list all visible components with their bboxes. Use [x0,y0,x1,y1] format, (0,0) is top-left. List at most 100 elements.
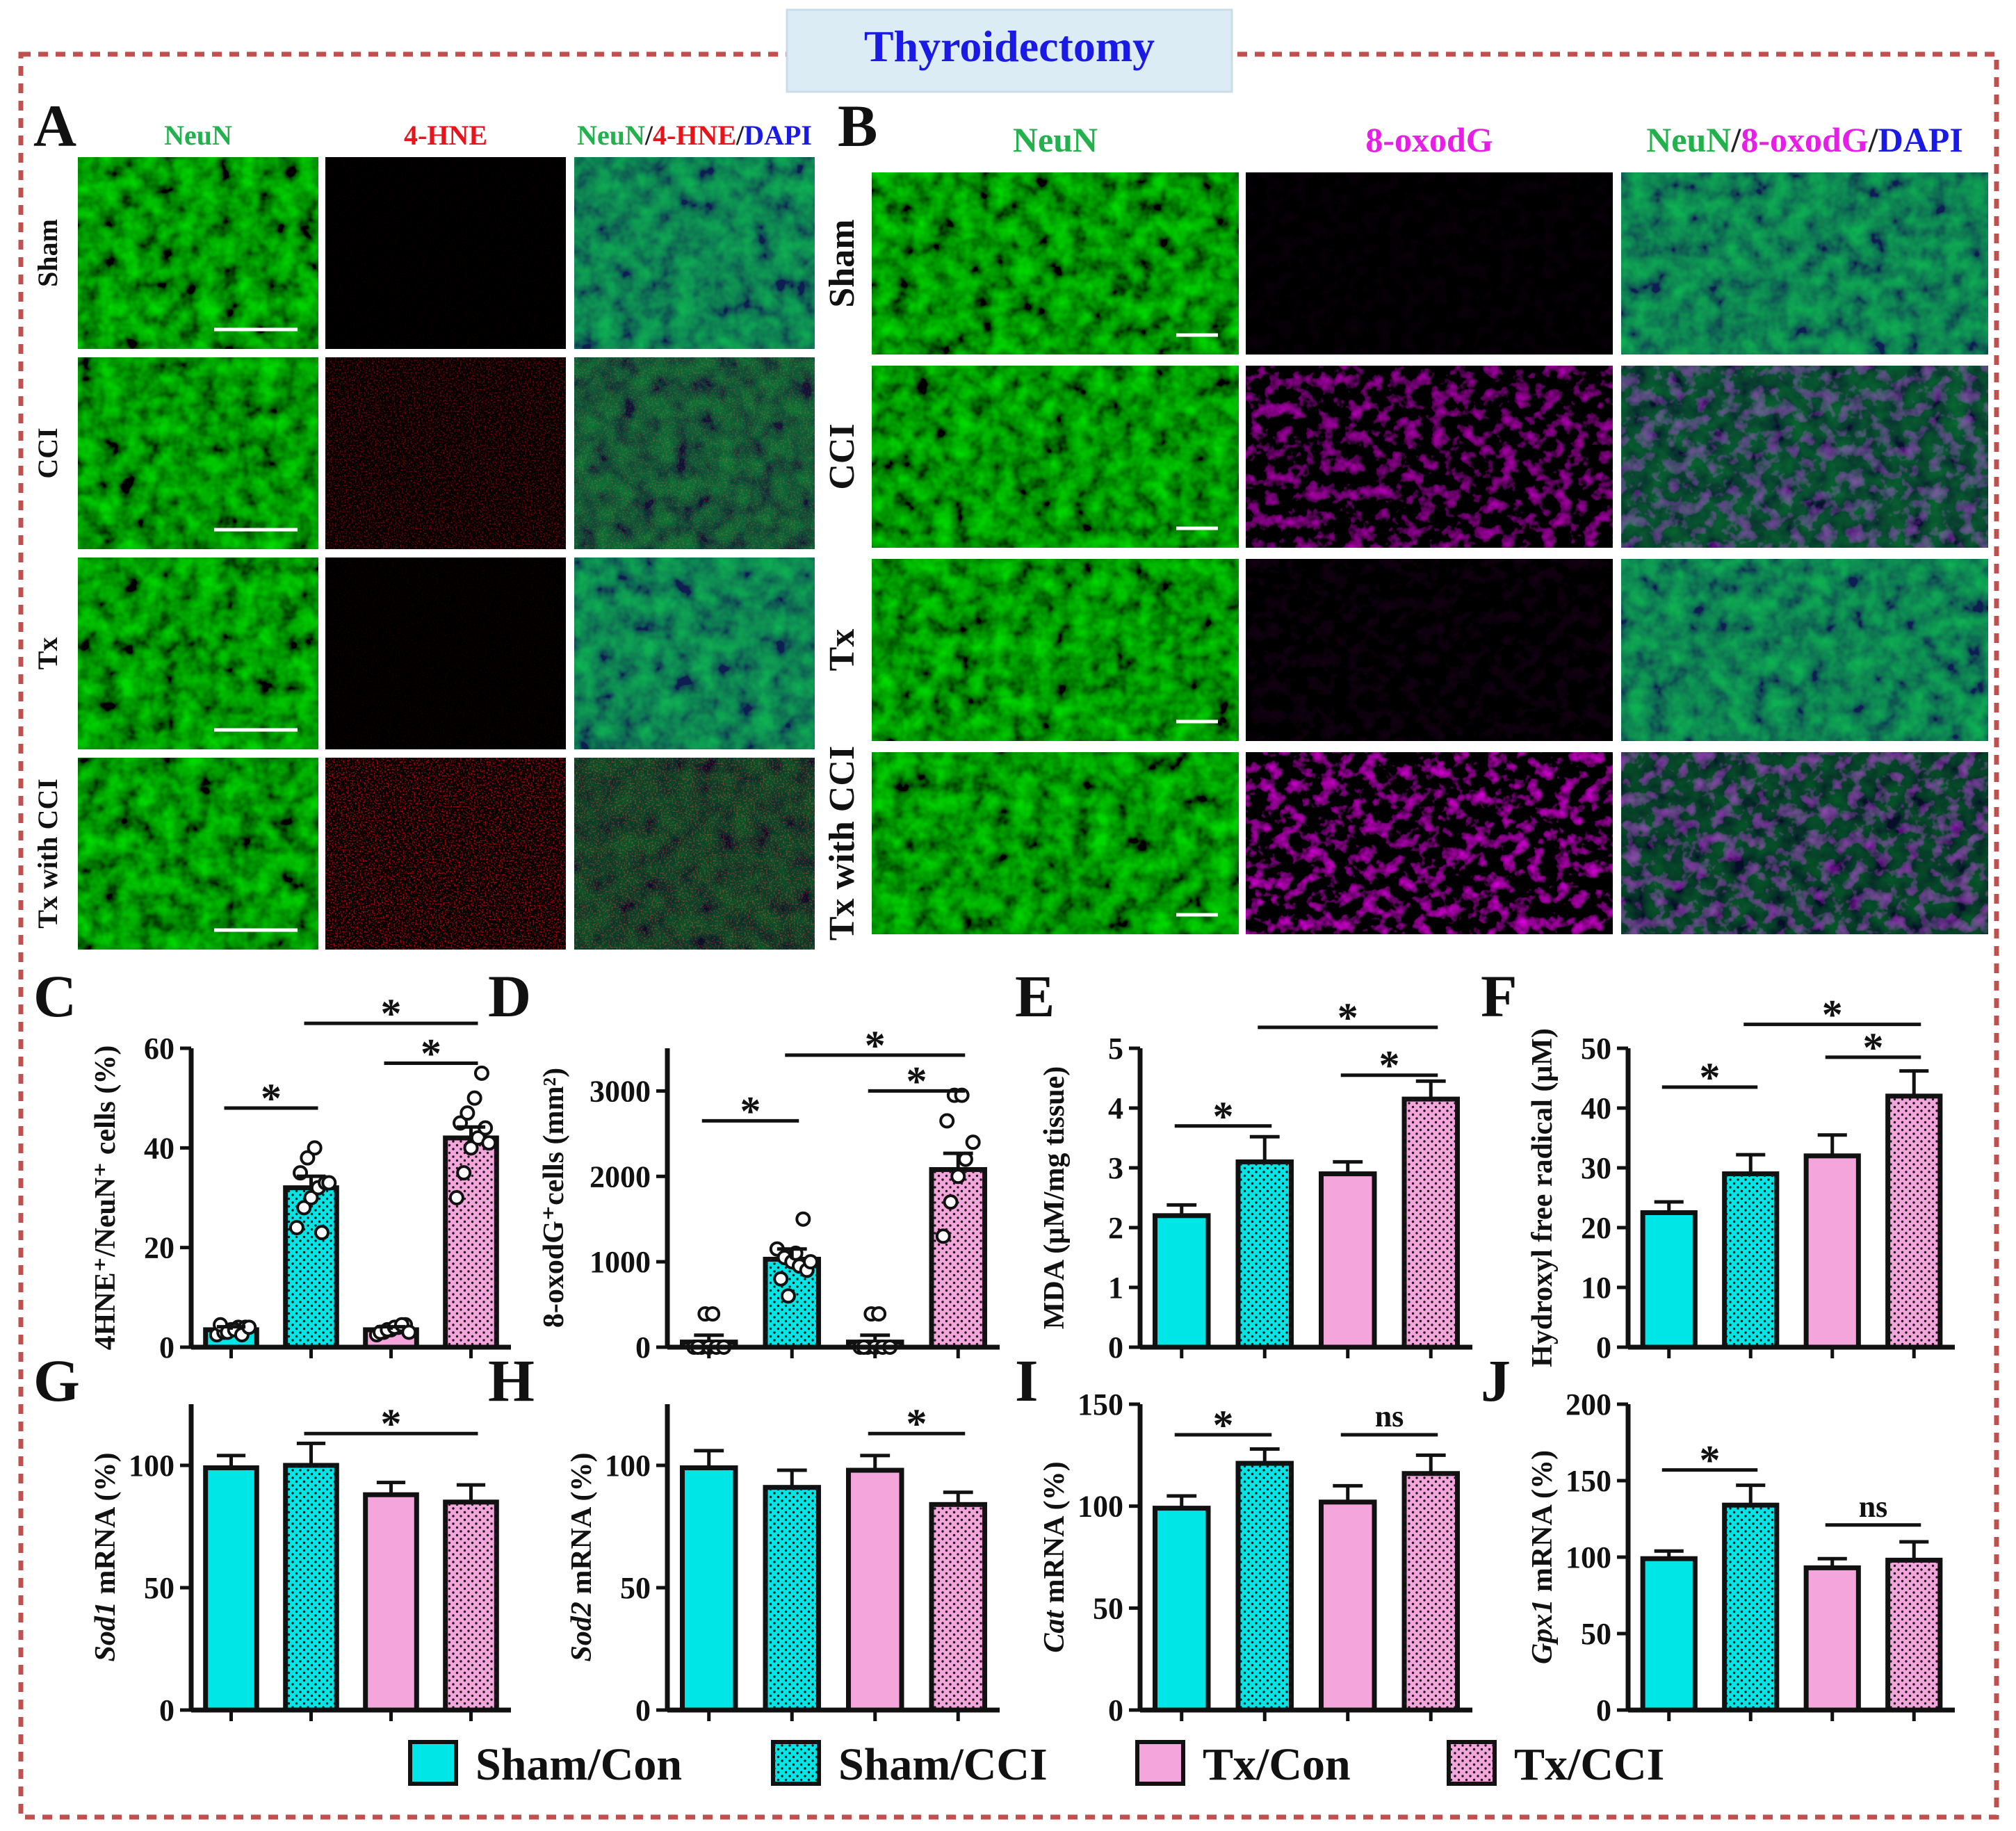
data-point [939,1113,955,1129]
data-point [773,1271,789,1287]
micrograph-a-r2-hne [325,558,566,749]
panel-b-row-label-1: CCI [822,423,862,489]
neun-signal [872,559,1239,741]
panel-a-row-label-3: Tx with CCI [32,779,63,929]
dapi-overlay [574,157,815,349]
header-part: / [735,120,745,151]
micrograph-b-r2-merge [1621,559,1988,741]
y-tick-label: 200 [1566,1388,1611,1422]
data-point [803,1254,819,1270]
bar-tx-con [1319,1171,1377,1350]
legend-item-1: Sham/CCI [771,1739,1048,1790]
merge-signal [574,758,815,950]
data-point [401,1324,417,1340]
data-point [871,1306,887,1322]
legend-label: Sham/Con [475,1739,682,1790]
panel-letter-b: B [838,92,877,159]
merge-signal [574,357,815,549]
significance-label: * [1700,1055,1721,1100]
legend-item-3: Tx/CCI [1447,1739,1664,1790]
micrograph-a-r1-merge [574,357,815,549]
micrograph-a-r2-neun [78,558,318,749]
y-tick-label: 100 [605,1449,651,1483]
header-part: NeuN [164,120,232,151]
bar-tx-con [1319,1499,1377,1713]
legend-swatch-pattern [773,1742,819,1784]
bar-tx-con [1803,1153,1861,1350]
y-tick-label: 50 [1581,1032,1611,1066]
neun-signal [78,558,318,749]
bar-pattern [1887,1096,1940,1347]
significance-label: * [907,1058,927,1104]
data-point [288,1220,304,1235]
y-label-text: mRNA (%) [1039,1461,1071,1611]
neun-signal [872,366,1239,548]
y-tick-label: 50 [1093,1591,1123,1625]
oxodg-signal [1246,172,1613,355]
bar-tx-con [1803,1565,1861,1713]
panel-letter-e: E [1015,963,1055,1030]
bar-pattern [1238,1162,1292,1347]
y-axis-label: Sod2 mRNA (%) [566,1453,598,1662]
micrograph-a-r3-merge [574,758,815,950]
significance-label: * [1822,992,1843,1038]
y-label-text: 4HNE⁺/NeuN⁺ cells (%) [90,1045,122,1351]
y-tick-label: 40 [1581,1091,1611,1125]
y-label-gene: Sod2 [566,1602,598,1661]
data-point [314,1225,330,1241]
significance-label: * [1700,1438,1721,1483]
hne-signal [325,357,566,549]
y-axis-label: Gpx1 mRNA (%) [1527,1450,1559,1664]
data-point [296,1200,312,1216]
bar-pattern [932,1504,985,1710]
data-point [460,1105,475,1121]
micrograph-a-r0-merge [574,157,815,349]
header-part: NeuN [1646,120,1731,159]
data-point [705,1306,721,1322]
y-axis-label: MDA (μM/mg tissue) [1039,1066,1071,1329]
y-label-text: Hydroxyl free radical (μM) [1527,1028,1559,1367]
micrograph-b-r3-oxodg [1246,752,1613,934]
bar-pattern [285,1187,337,1347]
panel-a-col-header-2: NeuN/4-HNE/DAPI [577,120,812,151]
y-tick-label: 50 [144,1571,174,1605]
bar-sham-con [203,1465,259,1713]
y-tick-label: 1 [1108,1271,1123,1305]
header-part: NeuN [577,120,645,151]
data-point [780,1288,796,1304]
micrograph-a-r3-hne [325,758,566,950]
panel-b-row-label-2: Tx [822,629,862,672]
panel-b-row-label-3: Tx with CCI [822,746,862,941]
data-point [456,1165,472,1181]
panel-a-col-header-0: NeuN [164,120,232,151]
data-point [481,1135,497,1151]
y-label-text: mRNA (%) [1527,1450,1559,1600]
y-tick-label: 20 [144,1231,174,1265]
y-label-text: mRNA (%) [90,1453,122,1602]
y-tick-label: 30 [1581,1151,1611,1185]
significance-label: * [1213,1093,1234,1139]
y-label-gene: Cat [1039,1610,1071,1653]
neun-signal [78,758,318,950]
bar-pattern [445,1502,497,1710]
oxodg-signal [1246,559,1613,741]
chart-f: 0 10 20 30 40 50 Hydroxyl free radical (μM) * * * [1527,992,1955,1367]
y-label-gene: Gpx1 [1527,1600,1559,1664]
micrograph-b-r0-merge [1621,172,1988,355]
bar-sham-con [1640,1210,1698,1350]
y-tick-label: 150 [1078,1388,1123,1422]
panel-letter-i: I [1015,1347,1038,1414]
y-tick-label: 100 [1566,1540,1611,1574]
header-part: NeuN [1013,120,1098,159]
neun-signal [78,357,318,549]
y-tick-label: 4 [1108,1091,1123,1125]
micrograph-b-r2-neun [872,559,1239,741]
y-tick-label: 2000 [590,1159,651,1194]
y-tick-label: 0 [159,1330,174,1365]
header-part: 8-oxodG [1365,120,1493,159]
bar-pattern [1404,1473,1458,1710]
y-tick-label: 150 [1566,1464,1611,1498]
micrograph-a-r0-hne [325,157,566,349]
